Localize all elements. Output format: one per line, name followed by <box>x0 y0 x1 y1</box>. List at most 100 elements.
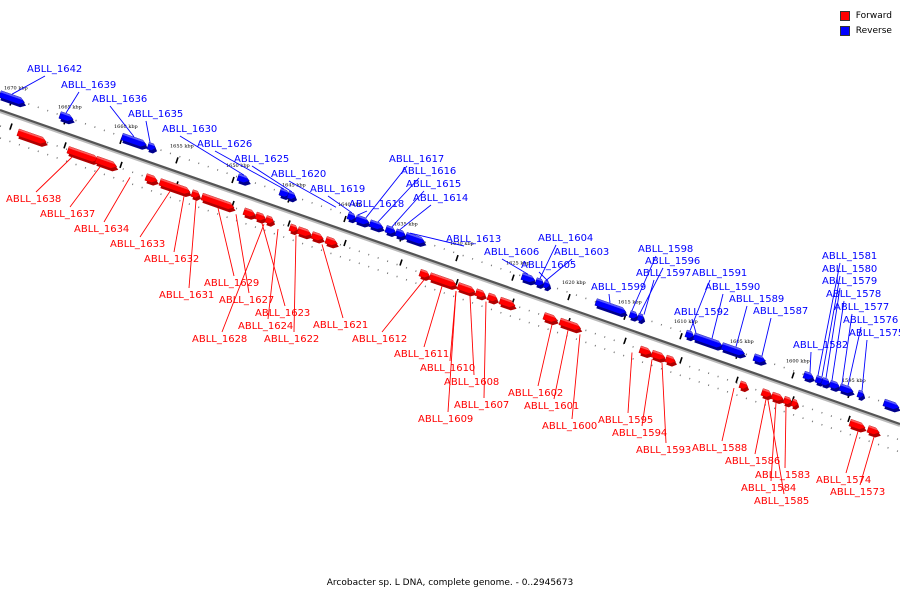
gene-ABLL_1593[interactable] <box>664 354 677 367</box>
gene-ABLL_1622[interactable] <box>296 226 313 240</box>
gene-ABLL_1633[interactable] <box>144 173 159 186</box>
gene-ABLL_1614[interactable] <box>384 225 397 237</box>
gene-ABLL_1589[interactable] <box>720 342 747 359</box>
gene-label-ABLL_1639: ABLL_1639 <box>61 80 116 91</box>
gene-label-ABLL_1584: ABLL_1584 <box>741 483 796 494</box>
gene-label-ABLL_1623: ABLL_1623 <box>255 308 310 319</box>
gene-label-ABLL_1596: ABLL_1596 <box>645 256 700 267</box>
gene-ABLL_1582[interactable] <box>802 370 815 383</box>
gene-label-ABLL_1595: ABLL_1595 <box>598 415 653 426</box>
gene-ABLL_1613[interactable] <box>394 228 407 241</box>
gene-ABLL_1573[interactable] <box>866 425 881 438</box>
gene-ABLL_1588[interactable] <box>738 380 750 393</box>
gene-ABLL_1607[interactable] <box>474 288 487 301</box>
gene-label-ABLL_1601: ABLL_1601 <box>524 401 579 412</box>
gene-ABLL_1584[interactable] <box>782 395 794 408</box>
gene-ABLL_1637[interactable] <box>66 146 100 165</box>
legend-reverse: Reverse <box>839 23 892 38</box>
gene-label-ABLL_1605: ABLL_1605 <box>521 260 576 271</box>
gene-label-ABLL_1581: ABLL_1581 <box>822 251 877 262</box>
gene-ABLL_1578[interactable] <box>838 383 855 397</box>
gene-ABLL_1634[interactable] <box>94 155 119 172</box>
gene-labels: ABLL_1642 ABLL_1639 ABLL_1636 ABLL_1635 ABLL… <box>6 64 900 507</box>
gene-ABLL_1612[interactable] <box>324 236 339 249</box>
gene-label-ABLL_1583: ABLL_1583 <box>755 470 810 481</box>
gene-ABLL_1594[interactable] <box>650 349 667 363</box>
gene-label-ABLL_1633: ABLL_1633 <box>110 239 165 250</box>
gene-ABLL_1601[interactable] <box>542 312 559 326</box>
gene-ABLL_1630[interactable] <box>236 173 251 186</box>
gene-ABLL_1611[interactable] <box>418 268 431 281</box>
gene-ABLL_1599[interactable] <box>594 298 628 318</box>
gene-ABLL_1609[interactable] <box>486 292 499 305</box>
gene-label-ABLL_1611: ABLL_1611 <box>394 349 449 360</box>
gene-ABLL_1638[interactable] <box>16 128 48 147</box>
gene-label-ABLL_1621: ABLL_1621 <box>313 320 368 331</box>
gene-ABLL_1585[interactable] <box>790 398 800 410</box>
gene-label-ABLL_1637: ABLL_1637 <box>40 209 95 220</box>
gene-label-ABLL_1607: ABLL_1607 <box>454 400 509 411</box>
gene-ABLL_1596[interactable] <box>636 312 646 325</box>
gene-label-ABLL_1618: ABLL_1618 <box>349 199 404 210</box>
gene-ABLL_1617[interactable] <box>354 214 371 228</box>
gene-ABLL_1590[interactable] <box>692 332 724 351</box>
gene-ABLL_1603[interactable] <box>534 277 546 289</box>
gene-label-ABLL_1622: ABLL_1622 <box>264 334 319 345</box>
gene-ABLL_1583[interactable] <box>770 391 785 405</box>
gene-ABLL_1632[interactable] <box>158 178 192 198</box>
gene-ABLL_1577[interactable] <box>856 389 866 401</box>
gene-label-ABLL_1588: ABLL_1588 <box>692 443 747 454</box>
gene-label-ABLL_1614: ABLL_1614 <box>413 193 468 204</box>
gene-ABLL_1602[interactable] <box>498 296 517 311</box>
gene-ABLL_1629[interactable] <box>200 192 236 213</box>
gene-label-ABLL_1630: ABLL_1630 <box>162 124 217 135</box>
gene-ABLL_1639[interactable] <box>58 111 75 125</box>
gene-label-ABLL_1573: ABLL_1573 <box>830 487 885 498</box>
gene-ABLL_1586[interactable] <box>760 388 773 401</box>
gene-ABLL_1624[interactable] <box>264 215 276 227</box>
gene-label-ABLL_1606: ABLL_1606 <box>484 247 539 258</box>
svg-text:1670 kbp: 1670 kbp <box>4 85 28 91</box>
gene-label-ABLL_1597: ABLL_1597 <box>636 268 691 279</box>
gene-ABLL_1574[interactable] <box>848 418 867 433</box>
svg-text:1610 kbp: 1610 kbp <box>674 319 698 325</box>
gene-ABLL_1642[interactable] <box>0 90 27 108</box>
gene-ABLL_1592[interactable] <box>752 353 767 366</box>
gene-label-ABLL_1642: ABLL_1642 <box>27 64 82 75</box>
gene-ABLL_1616[interactable] <box>368 219 385 233</box>
legend-forward-label: Forward <box>855 10 892 21</box>
gene-label-ABLL_1600: ABLL_1600 <box>542 421 597 432</box>
gene-ABLL_1575[interactable] <box>882 398 900 413</box>
gene-ABLL_1627[interactable] <box>242 207 257 220</box>
gene-label-ABLL_1631: ABLL_1631 <box>159 290 214 301</box>
gene-ABLL_1605[interactable] <box>542 280 552 292</box>
gene-label-ABLL_1604: ABLL_1604 <box>538 233 593 244</box>
gene-ABLL_1595[interactable] <box>638 345 653 358</box>
gene-ABLL_1610[interactable] <box>428 272 458 290</box>
gene-label-ABLL_1608: ABLL_1608 <box>444 377 499 388</box>
gene-label-ABLL_1638: ABLL_1638 <box>6 194 61 205</box>
gene-label-ABLL_1589: ABLL_1589 <box>729 294 784 305</box>
gene-ABLL_1623[interactable] <box>254 211 267 224</box>
gene-label-ABLL_1624: ABLL_1624 <box>238 321 293 332</box>
gene-ABLL_1604[interactable] <box>520 272 537 286</box>
gene-label-ABLL_1603: ABLL_1603 <box>554 247 609 258</box>
gene-ABLL_1631[interactable] <box>190 189 202 201</box>
svg-text:1625 kbp: 1625 kbp <box>506 261 530 267</box>
gene-ABLL_1606[interactable] <box>404 232 427 247</box>
gene-label-ABLL_1575: ABLL_1575 <box>849 328 900 339</box>
gene-label-ABLL_1598: ABLL_1598 <box>638 244 693 255</box>
gene-label-ABLL_1591: ABLL_1591 <box>692 268 747 279</box>
gene-ABLL_1625[interactable] <box>286 190 298 203</box>
label-leaders <box>11 75 875 495</box>
gene-ABLL_1600[interactable] <box>558 317 583 334</box>
gene-ABLL_1621[interactable] <box>310 231 325 244</box>
gene-ABLL_1635[interactable] <box>146 142 158 154</box>
gene-label-ABLL_1590: ABLL_1590 <box>705 282 760 293</box>
gene-ABLL_1579[interactable] <box>828 379 841 392</box>
legend: Forward Reverse <box>839 8 892 38</box>
gene-label-ABLL_1628: ABLL_1628 <box>192 334 247 345</box>
svg-text:1615 kbp: 1615 kbp <box>618 300 642 306</box>
gene-ABLL_1636[interactable] <box>120 132 149 150</box>
gene-ABLL_1608[interactable] <box>456 282 477 297</box>
